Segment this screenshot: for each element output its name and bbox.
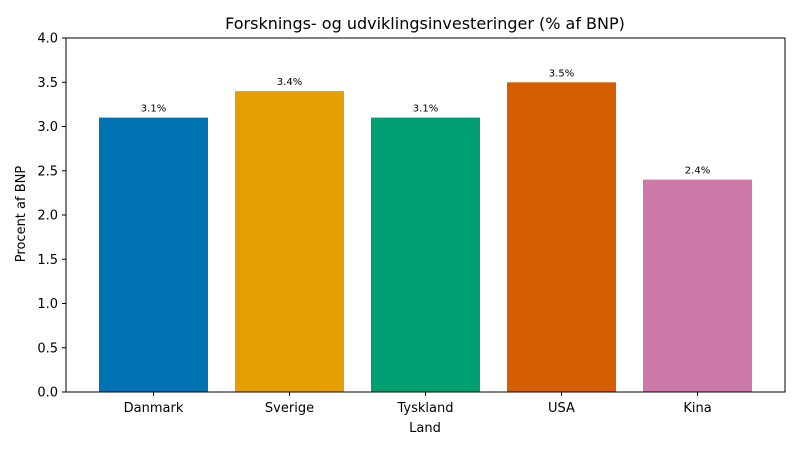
x-tick-label-sverige: Sverige <box>265 401 314 416</box>
bar-kina <box>643 179 752 392</box>
x-tick-label-usa: USA <box>548 401 575 416</box>
bar-tyskland <box>371 117 480 392</box>
bars-group <box>99 82 752 393</box>
x-tick-label-danmark: Danmark <box>124 401 184 416</box>
y-tick-label: 1.5 <box>37 253 58 268</box>
data-label-kina: 2.4% <box>685 166 710 177</box>
bar-danmark <box>99 117 208 392</box>
chart-title: Forsknings- og udviklingsinvesteringer (… <box>225 14 625 33</box>
y-tick-label: 2.0 <box>37 209 58 224</box>
bar-usa <box>507 82 616 393</box>
plot-frame <box>65 37 786 393</box>
x-tick-label-kina: Kina <box>683 401 711 416</box>
y-tick-label: 3.0 <box>37 120 58 135</box>
data-label-usa: 3.5% <box>549 68 574 79</box>
y-tick-label: 0.0 <box>37 386 58 401</box>
data-label-sverige: 3.4% <box>277 77 302 88</box>
x-tick-label-tyskland: Tyskland <box>397 401 454 416</box>
y-tick-label: 0.5 <box>37 341 58 356</box>
y-axis-label: Procent af BNP <box>14 166 29 263</box>
y-tick-label: 4.0 <box>37 32 58 47</box>
bar-sverige <box>235 91 344 392</box>
data-label-tyskland: 3.1% <box>413 104 438 115</box>
data-labels-group: 3.1% 3.4% 3.1% 3.5% 2.4% <box>141 68 710 176</box>
y-tick-label: 2.5 <box>37 164 58 179</box>
y-tick-label: 3.5 <box>37 76 58 91</box>
x-axis-label: Land <box>409 421 441 436</box>
x-axis: Danmark Sverige Tyskland USA Kina <box>124 392 712 416</box>
y-tick-label: 1.0 <box>37 297 58 312</box>
y-axis: 0.0 0.5 1.0 1.5 2.0 2.5 3.0 3.5 4.0 <box>37 32 66 401</box>
data-label-danmark: 3.1% <box>141 104 166 115</box>
